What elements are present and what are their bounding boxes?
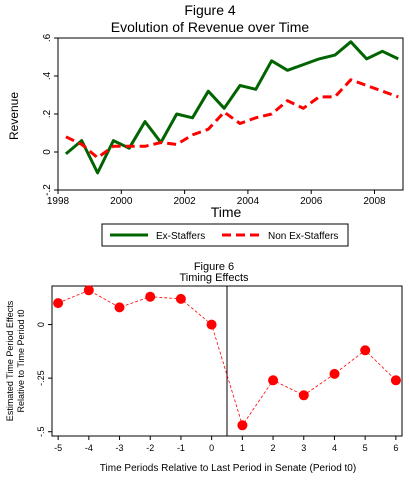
chart2-x-tick-label: 2 — [271, 443, 276, 453]
chart2-x-tick-label: 4 — [332, 443, 337, 453]
chart2-y-tick-label: 0 — [36, 322, 46, 327]
chart1-series — [64, 40, 399, 175]
chart2-x-tick-label: -3 — [116, 443, 124, 453]
chart2-data-point — [390, 375, 401, 386]
series-line-ex-staffers — [64, 40, 399, 175]
chart1-x-tick-label: 2000 — [110, 196, 133, 207]
chart2-x-tick-label: 0 — [209, 443, 214, 453]
chart2-data-point — [175, 293, 186, 304]
chart1-y-tick-label: -.2 — [42, 184, 53, 196]
chart1-y-tick-label: .4 — [42, 71, 53, 80]
chart2-data-point — [145, 291, 156, 302]
chart2-y-tick-label: -.25 — [36, 370, 46, 386]
chart2-series — [53, 285, 401, 436]
chart2-y-axis-label-line2: Relative to Time Period t0 — [16, 309, 26, 412]
chart1-x-tick-label: 1998 — [47, 196, 70, 207]
chart2-x-tick-label: 5 — [363, 443, 368, 453]
chart2-y-axis-label-line1: Estimated Time Period Effects — [5, 300, 15, 421]
chart2-x-axis-label: Time Periods Relative to Last Period in … — [100, 463, 356, 474]
chart1-subtitle: Evolution of Revenue over Time — [111, 19, 310, 35]
series-line-non-ex-staffers — [65, 78, 399, 160]
chart-figure6: Figure 6 Timing Effects 0-.25-.5 -5 -4 -3-… — [5, 261, 403, 474]
chart-figure4: Figure 4 Evolution of Revenue over Time … — [7, 2, 404, 247]
chart1-x-tick-label: 2006 — [300, 196, 323, 207]
chart1-y-tick-label: 0 — [42, 149, 53, 155]
chart2-data-point — [83, 285, 94, 296]
chart1-x-axis: 1998 2000 2002 2004 2006 2008 — [47, 190, 386, 207]
chart2-series-line — [57, 289, 397, 427]
legend-label-ex-staffers: Ex-Staffers — [156, 231, 205, 242]
chart1-x-tick-label: 2004 — [237, 196, 260, 207]
chart2-title: Figure 6 — [194, 261, 234, 273]
chart2-data-point — [206, 319, 217, 330]
chart2-y-axis: 0 -.25 -.5 — [36, 322, 52, 437]
chart2-x-tick-label: 6 — [393, 443, 398, 453]
chart1-x-tick-label: 2008 — [363, 196, 386, 207]
chart1-x-tick-label: 2002 — [173, 196, 196, 207]
chart2-data-point — [114, 302, 125, 313]
chart1-y-axis: -.2 0 .2 .4 .6 — [42, 33, 58, 196]
chart2-subtitle: Timing Effects — [179, 272, 249, 284]
chart2-x-tick-label: 1 — [240, 443, 245, 453]
chart1-plot-area — [57, 37, 404, 191]
chart2-data-point — [360, 345, 371, 356]
chart2-data-point — [268, 375, 279, 386]
chart1-y-tick-label: .2 — [42, 109, 53, 118]
chart2-x-tick-label: -2 — [146, 443, 154, 453]
chart2-data-point — [298, 390, 309, 401]
chart2-x-axis: -5 -4 -3 -2 -1 0 1 2 3 4 5 6 — [54, 436, 398, 453]
chart1-y-axis-label: Revenue — [7, 92, 21, 140]
chart1-title: Figure 4 — [184, 2, 236, 18]
chart2-data-point — [329, 368, 340, 379]
chart2-x-tick-label: 3 — [301, 443, 306, 453]
chart1-x-axis-label: Time — [211, 204, 242, 220]
chart1-y-tick-label: .6 — [42, 33, 53, 42]
chart2-x-tick-label: -4 — [85, 443, 93, 453]
chart2-y-tick-label: -.5 — [36, 426, 46, 437]
chart2-x-tick-label: -5 — [54, 443, 62, 453]
chart2-data-point — [53, 298, 64, 309]
chart2-data-point — [237, 420, 248, 431]
legend-label-non-ex-staffers: Non Ex-Staffers — [268, 231, 338, 242]
chart2-x-tick-label: -1 — [177, 443, 185, 453]
